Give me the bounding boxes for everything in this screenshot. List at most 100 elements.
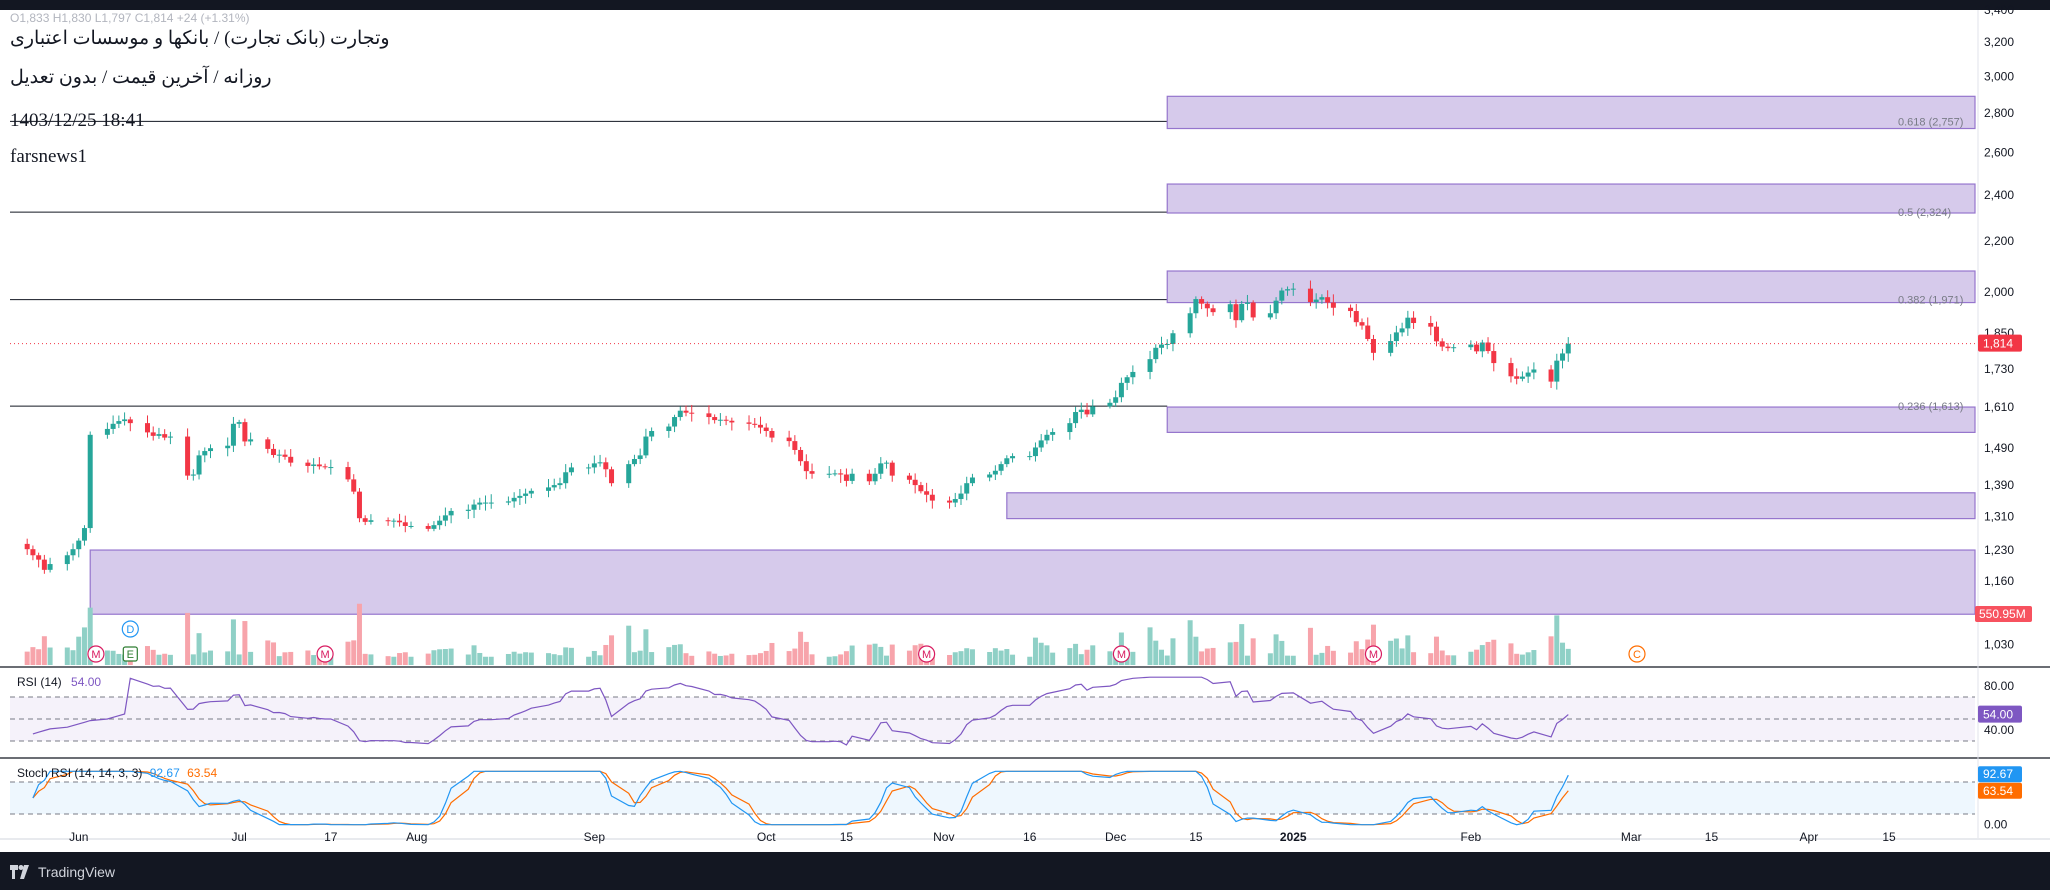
candle-body (448, 510, 454, 516)
interval-title: روزانه / آخرین قیمت / بدون تعدیل (10, 67, 272, 88)
candle-body (1468, 344, 1474, 348)
zone-box (1166, 270, 1976, 304)
volume-bar (546, 653, 552, 665)
symbol-title: وتجارت (بانک تجارت) / بانکها و موسسات اع… (10, 28, 390, 49)
candle-body (1433, 326, 1439, 342)
candle-body (64, 555, 70, 565)
event-marker-m: M (91, 649, 100, 661)
volume-bar (482, 656, 488, 665)
candle-body (104, 428, 110, 435)
candle-body (1560, 353, 1566, 361)
candle-body (24, 543, 30, 550)
volume-bar (1439, 650, 1445, 665)
volume-bar (878, 646, 884, 665)
volume-bar (1474, 649, 1480, 665)
candle-body (803, 461, 809, 472)
price-tick-label: 1,230 (1984, 543, 2014, 557)
volume-bar (763, 650, 769, 665)
volume-bar (328, 656, 334, 665)
candle-body (884, 462, 890, 464)
candle-body (1187, 313, 1193, 334)
candle-body (465, 509, 471, 511)
stoch-d-value: 63.54 (187, 766, 218, 780)
candle-body (1428, 323, 1434, 327)
volume-bar (24, 651, 30, 665)
candle-body (1285, 289, 1291, 291)
candle-body (586, 467, 592, 469)
candle-body (70, 549, 76, 556)
candle-body (546, 487, 552, 491)
volume-bar (1267, 653, 1273, 665)
volume-bar (1044, 645, 1050, 665)
volume-bar (505, 653, 511, 665)
candle-body (482, 502, 488, 504)
volume-bar (706, 651, 712, 665)
volume-bar (889, 644, 895, 665)
volume-bar (1560, 642, 1566, 665)
candle-body (1485, 342, 1491, 352)
stoch-k-value: 92.67 (149, 766, 180, 780)
candle-body (1250, 302, 1256, 318)
volume-bar (809, 654, 815, 665)
stoch-rsi-label[interactable]: Stoch RSI (14, 14, 3, 3) 92.67 63.54 (17, 766, 217, 780)
volume-bar (1090, 645, 1096, 665)
candle-body (689, 412, 695, 414)
time-tick-label: 16 (1023, 830, 1037, 844)
candle-body (1479, 342, 1485, 352)
candle-body (511, 497, 517, 502)
candle-body (683, 410, 689, 413)
volume-bar (1548, 636, 1554, 665)
volume-bar (1388, 640, 1394, 665)
event-marker-bg (121, 620, 139, 638)
zone-box (1166, 183, 1976, 214)
rsi-title: RSI (14) (17, 675, 62, 689)
volume-bar (1313, 654, 1319, 665)
fib-label: 0.382 (1,971) (1898, 295, 1963, 307)
volume-bar (202, 652, 208, 665)
volume-bar (362, 653, 368, 665)
volume-bar (591, 650, 597, 665)
volume-bar (190, 654, 196, 665)
candle-body (809, 471, 815, 474)
volume-bar (282, 652, 288, 665)
rsi-line (32, 676, 1569, 746)
candle-body (603, 462, 609, 470)
candle-body (1159, 344, 1165, 348)
candle-body (167, 436, 173, 438)
candle-body (924, 491, 930, 495)
candle-body (958, 493, 964, 500)
candle-body (523, 493, 529, 496)
candle-body (276, 454, 282, 456)
candle-body (1130, 371, 1136, 378)
candle-body (271, 448, 277, 456)
candle-body (1393, 332, 1399, 342)
volume-bar (1193, 636, 1199, 665)
candle-body (156, 434, 162, 436)
rsi-label[interactable]: RSI (14) 54.00 (17, 675, 101, 689)
volume-bar (1445, 655, 1451, 665)
volume-bar (208, 650, 214, 665)
candle-body (517, 495, 523, 498)
candle-body (729, 420, 735, 423)
volume-bar (265, 640, 271, 665)
candle-body (425, 525, 431, 529)
volume-bar (626, 625, 632, 665)
candle-body (442, 515, 448, 521)
volume-bar (1204, 648, 1210, 665)
candle-body (1279, 290, 1285, 301)
candle-body (609, 469, 615, 484)
rsi-value: 54.00 (71, 675, 102, 689)
volume-bar (1170, 638, 1176, 665)
candle-body (717, 419, 723, 421)
volume-bar (1147, 627, 1153, 665)
zone-box (1166, 95, 1976, 130)
volume-bar (1199, 651, 1205, 665)
volume-bar (425, 653, 431, 665)
tradingview-brand[interactable]: TradingView (10, 864, 115, 880)
candle-body (878, 463, 884, 474)
candle-body (185, 436, 191, 476)
candle-body (76, 540, 82, 550)
candle-body (626, 464, 632, 484)
candle-body (225, 445, 231, 449)
